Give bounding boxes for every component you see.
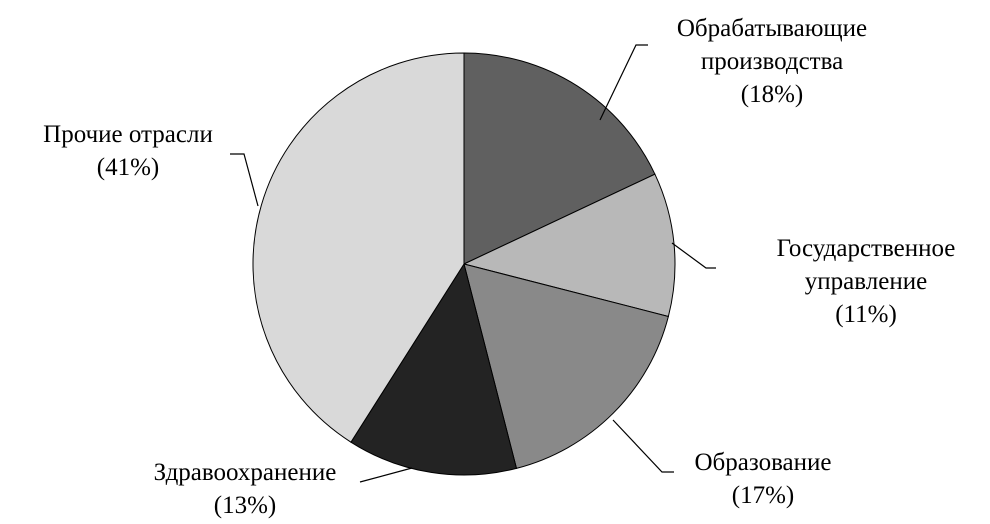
- category-label: Государственное управление: [776, 235, 956, 295]
- pie-slice: [463, 263, 669, 469]
- category-label: Образование: [694, 449, 832, 476]
- value-label: (41%): [96, 154, 160, 181]
- value-label: (18%): [740, 81, 804, 108]
- slice-label: Здравоохранение (13%): [95, 456, 395, 522]
- leader-line: [230, 153, 259, 207]
- category-label: Обрабатывающие производства: [676, 15, 868, 75]
- slice-label: Прочие отрасли (41%): [0, 118, 278, 184]
- value-label: (11%): [835, 301, 897, 328]
- leader-line: [612, 419, 674, 473]
- category-label: Прочие отрасли: [43, 121, 213, 148]
- pie-slice: [350, 262, 518, 476]
- slice-label: Обрабатывающие производства (18%): [637, 12, 907, 111]
- slice-label: Образование (17%): [633, 446, 893, 512]
- leader-line: [359, 467, 413, 483]
- leader-line: [671, 242, 716, 269]
- value-label: (13%): [213, 492, 277, 519]
- slice-label: Государственное управление (11%): [736, 232, 990, 331]
- value-label: (17%): [731, 482, 795, 509]
- category-label: Здравоохранение: [153, 459, 337, 486]
- pie-slice: [463, 52, 656, 265]
- pie-slice: [252, 52, 465, 443]
- leader-line: [599, 44, 648, 121]
